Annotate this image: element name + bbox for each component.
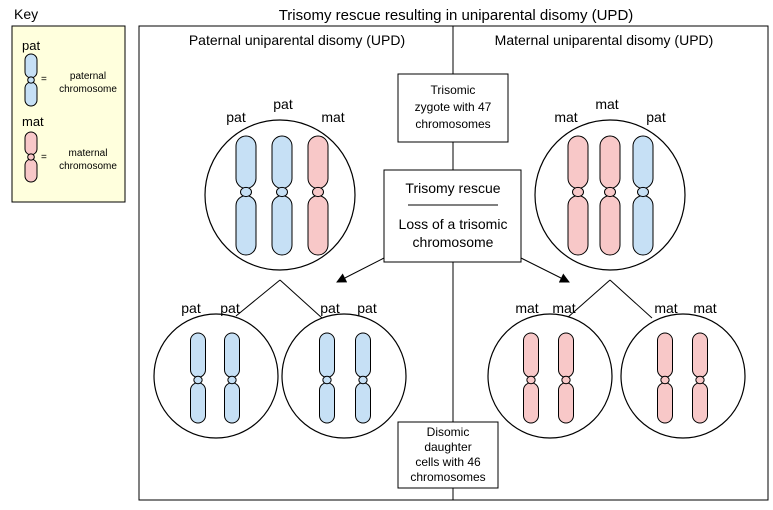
zygote-box-line1: Trisomic xyxy=(431,83,476,97)
pat-zygote-chromosome-3 xyxy=(307,135,329,256)
key-mat-equals: = xyxy=(41,152,47,163)
arrow-to-maternal xyxy=(520,257,570,283)
mat-zygote-chromosome-3 xyxy=(632,135,654,256)
pat-left-daughter-label-1: pat xyxy=(181,300,201,316)
maternal-left-daughter-cell xyxy=(487,313,613,439)
disomic-box-line4: chromosomes xyxy=(410,470,485,484)
key-pat-chromosome-shape xyxy=(24,53,38,107)
mat-left-daughter-label-2: mat xyxy=(552,300,575,316)
pat-left-daughter-chromosome-2 xyxy=(224,332,240,424)
mat-zygote-label-3: pat xyxy=(646,109,666,125)
pat-branch-left xyxy=(235,279,281,317)
pat-zygote-chromosome-2 xyxy=(271,135,293,256)
diagram-title: Trisomy rescue resulting in uniparental … xyxy=(279,7,634,24)
mat-left-daughter-label-1: mat xyxy=(515,300,538,316)
pat-left-daughter-chromosome-1 xyxy=(190,332,206,424)
pat-zygote-label-3: mat xyxy=(321,109,344,125)
mat-right-daughter-label-1: mat xyxy=(654,300,677,316)
key-mat-chromosome-shape xyxy=(24,131,38,183)
mat-zygote-label-1: mat xyxy=(554,109,577,125)
mat-left-daughter-chromosome-2 xyxy=(558,332,574,424)
maternal-right-daughter-cell xyxy=(620,313,746,439)
mat-left-daughter-chromosome-1 xyxy=(523,332,539,424)
pat-left-daughter-label-2: pat xyxy=(220,300,240,316)
key-pat-desc-line1: paternal xyxy=(70,71,106,82)
key-heading: Key xyxy=(14,6,38,22)
disomic-box xyxy=(397,421,499,489)
mat-zygote-chromosome-1 xyxy=(567,135,589,256)
key-pat-label: pat xyxy=(22,38,40,53)
pat-right-daughter-label-2: pat xyxy=(357,300,377,316)
arrow-to-paternal xyxy=(336,257,385,283)
key-mat-label: mat xyxy=(22,114,44,129)
mat-zygote-label-2: mat xyxy=(595,96,618,112)
mat-right-daughter-label-2: mat xyxy=(693,300,716,316)
pat-zygote-label-1: pat xyxy=(226,109,246,125)
rescue-box-desc-line2: chromosome xyxy=(413,234,494,250)
disomic-box-line1: Disomic xyxy=(427,425,470,439)
pat-right-daughter-chromosome-1 xyxy=(319,332,335,424)
paternal-panel-heading: Paternal uniparental disomy (UPD) xyxy=(189,32,405,48)
mat-right-daughter-chromosome-1 xyxy=(657,332,673,424)
pat-branch-right xyxy=(279,279,323,319)
zygote-box-line2: zygote with 47 xyxy=(415,100,492,114)
rescue-box xyxy=(383,169,522,263)
paternal-right-daughter-cell xyxy=(281,313,407,439)
key-maternal-chromosome-icon xyxy=(24,131,38,183)
pat-right-daughter-chromosome-2 xyxy=(355,332,371,424)
key-pat-equals: = xyxy=(41,74,47,85)
paternal-left-daughter-cell xyxy=(153,313,279,439)
chromosome-group xyxy=(190,135,708,424)
key-paternal-chromosome-icon xyxy=(24,53,38,107)
pat-zygote-label-2: pat xyxy=(273,96,293,112)
key-mat-desc-line2: chromosome xyxy=(59,161,117,172)
mat-right-daughter-chromosome-2 xyxy=(692,332,708,424)
zygote-box xyxy=(397,73,509,143)
key-mat-desc-line1: maternal xyxy=(69,148,108,159)
maternal-panel-heading: Maternal uniparental disomy (UPD) xyxy=(495,32,714,48)
rescue-box-title: Trisomy rescue xyxy=(405,180,500,196)
mat-branch-left xyxy=(566,279,611,319)
disomic-box-line3: cells with 46 xyxy=(415,455,481,469)
rescue-box-desc-line1: Loss of a trisomic xyxy=(399,216,508,232)
zygote-box-line3: chromosomes xyxy=(415,117,490,131)
pat-zygote-chromosome-1 xyxy=(235,135,257,256)
pat-right-daughter-label-1: pat xyxy=(320,300,340,316)
disomic-box-line2: daughter xyxy=(424,440,471,454)
mat-zygote-chromosome-2 xyxy=(599,135,621,256)
key-pat-desc-line2: chromosome xyxy=(59,84,117,95)
mat-branch-right xyxy=(609,279,653,319)
